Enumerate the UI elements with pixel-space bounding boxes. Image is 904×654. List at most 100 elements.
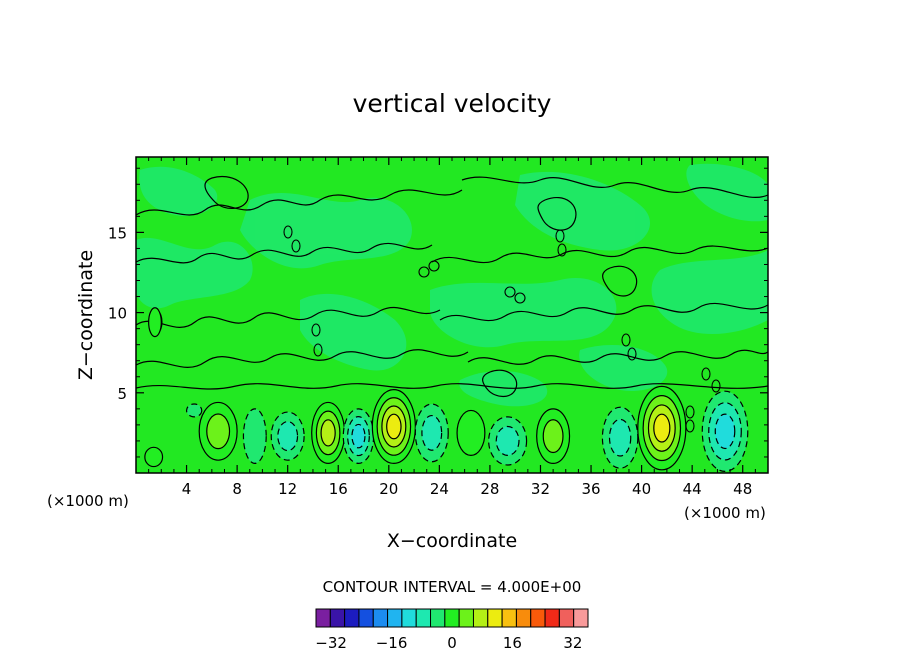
contour-ring: [555, 229, 565, 243]
velocity-contour: [206, 413, 231, 450]
velocity-contour: [185, 403, 203, 418]
x-unit-left: (×1000 m): [47, 492, 129, 510]
x-tick-label: 20: [379, 480, 398, 498]
x-tick-label: 24: [430, 480, 449, 498]
colorbar: −32 −16 0 16 32: [315, 608, 589, 652]
velocity-contour: [144, 446, 164, 468]
cell-contours: [144, 307, 749, 472]
velocity-contour: [242, 408, 267, 464]
y-tick-label: 15: [108, 224, 127, 242]
colorbar-swatch: [415, 608, 432, 628]
y-axis-label: Z−coordinate: [75, 250, 97, 380]
field-patch: [459, 370, 548, 407]
x-tick-label: 16: [329, 480, 348, 498]
x-tick-label: 36: [581, 480, 600, 498]
colorbar-swatch: [573, 608, 589, 628]
velocity-contour: [421, 414, 443, 451]
contour-ring: [514, 292, 526, 304]
contour-line: [467, 349, 768, 365]
x-tick-label: 28: [480, 480, 499, 498]
contour-ring: [504, 286, 516, 298]
y-tick-label: 5: [117, 385, 127, 403]
plot-area: [136, 157, 768, 473]
colorbar-swatch: [444, 608, 460, 628]
contour-ring: [627, 347, 637, 361]
colorbar-tick-label: 16: [503, 634, 522, 652]
colorbar-swatch: [530, 608, 546, 628]
chart-title: vertical velocity: [353, 89, 552, 118]
contour-ring: [701, 367, 711, 381]
colorbar-swatch: [329, 608, 346, 628]
contour-line: [136, 189, 463, 216]
x-tick-label: 12: [278, 480, 297, 498]
field-patch: [686, 163, 768, 222]
contour-ring: [428, 260, 440, 272]
field-contour-lines: [136, 176, 768, 398]
velocity-contour: [320, 419, 336, 447]
contour-line: [602, 265, 638, 297]
upper-field-patches: [136, 163, 768, 407]
field-patch: [515, 171, 651, 251]
contour-ring: [711, 379, 721, 393]
velocity-contour: [386, 413, 402, 440]
velocity-contour: [148, 307, 162, 338]
velocity-contour: [351, 423, 366, 449]
contour-ring: [311, 323, 321, 337]
contour-ring: [685, 405, 695, 419]
colorbar-swatch: [401, 608, 417, 628]
contour-ring: [418, 266, 430, 278]
velocity-contour: [653, 413, 671, 443]
x-unit-right: (×1000 m): [684, 504, 766, 522]
contour-line: [136, 242, 433, 264]
velocity-contour: [714, 413, 736, 450]
velocity-contour: [608, 418, 632, 457]
x-tick-label: 44: [683, 480, 702, 498]
contour-ring: [291, 239, 301, 253]
contour-line: [461, 176, 768, 198]
colorbar-swatch: [558, 608, 575, 628]
field-patch: [579, 345, 668, 391]
colorbar-swatch: [358, 608, 374, 628]
colorbar-tick-label: 0: [447, 634, 457, 652]
contour-ring: [557, 243, 567, 257]
x-tick-label: 40: [632, 480, 651, 498]
colorbar-swatch: [430, 608, 446, 628]
contour-interval-label: CONTOUR INTERVAL = 4.000E+00: [323, 578, 582, 596]
x-axis-label: X−coordinate: [387, 530, 517, 552]
contour-ring: [283, 225, 293, 239]
x-tick-label: 48: [733, 480, 752, 498]
colorbar-swatch: [458, 608, 474, 628]
contour-line: [136, 306, 441, 328]
field-patch: [430, 278, 617, 348]
field-patch: [300, 293, 407, 371]
velocity-contour: [542, 419, 564, 454]
colorbar-swatch: [372, 608, 389, 628]
colorbar-swatch: [487, 608, 503, 628]
x-tick-label: 32: [531, 480, 550, 498]
velocity-contour: [495, 425, 520, 456]
colorbar-swatch: [501, 608, 517, 628]
contour-line: [136, 349, 469, 368]
colorbar-tick-label: 32: [563, 634, 582, 652]
field-patch: [651, 250, 768, 335]
contour-line: [482, 369, 518, 398]
colorbar-swatch: [344, 608, 360, 628]
velocity-contour: [456, 409, 486, 456]
colorbar-swatch: [315, 608, 331, 628]
contour-line: [439, 302, 768, 322]
colorbar-swatch: [544, 608, 560, 628]
contour-line: [204, 176, 249, 209]
x-tick-label: 8: [232, 480, 242, 498]
field-patch: [139, 166, 218, 216]
contour-ring: [313, 343, 323, 357]
small-contour-rings: [153, 225, 721, 433]
contour-ring: [621, 333, 631, 347]
contour-line: [136, 383, 768, 390]
contour-line: [431, 245, 768, 264]
colorbar-tick-label: −16: [376, 634, 408, 652]
y-tick-label: 10: [108, 305, 127, 323]
colorbar-swatch: [515, 608, 532, 628]
colorbar-tick-label: −32: [315, 634, 347, 652]
